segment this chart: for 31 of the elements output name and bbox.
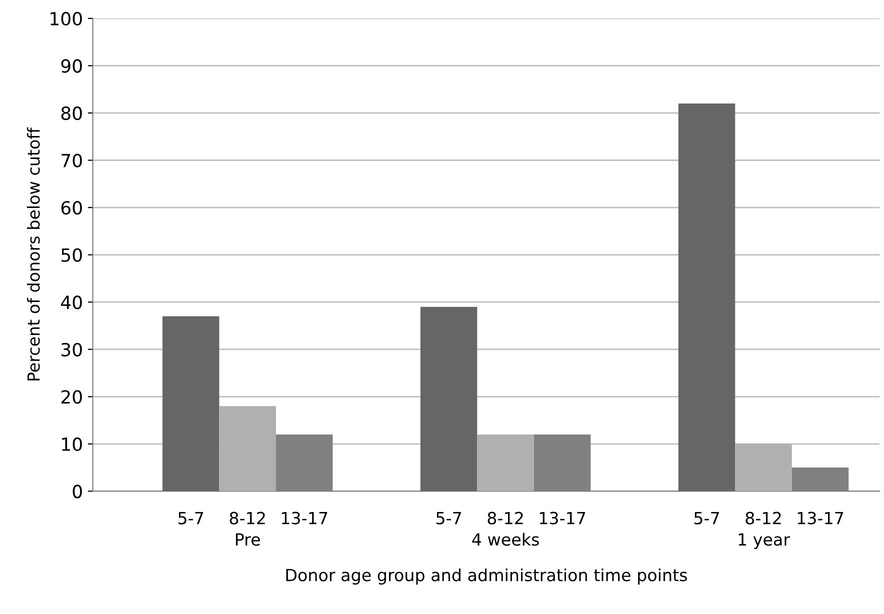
y-tick-label: 70: [62, 154, 82, 168]
bar: [219, 406, 276, 492]
y-tick-label: 50: [62, 248, 82, 262]
y-tick-label: 60: [61, 200, 82, 215]
series-label: 5-7: [178, 512, 204, 524]
text: 13-17: [540, 512, 586, 524]
y-tick-label: 100: [50, 12, 82, 26]
text: 5-7: [694, 512, 719, 524]
text: 8-12: [488, 512, 523, 524]
x-tick-label: 1 year: [738, 533, 790, 549]
y-tick-label: 80: [61, 106, 82, 120]
x-axis-title: Donor age group and administration time points: [286, 568, 687, 585]
y-tick-label: 20: [61, 390, 82, 404]
bar: [678, 104, 736, 492]
y-tick-label: 90: [61, 59, 82, 73]
bar: [477, 434, 534, 492]
series-label: 8-12: [230, 512, 265, 524]
bar: [420, 306, 478, 492]
text: 5-7: [436, 512, 461, 524]
y-tick-label: 40: [61, 296, 82, 310]
y-axis-title: Percent of donors below cutoff: [26, 127, 40, 380]
text: 13-17: [798, 512, 844, 524]
y-tick-label: 30: [62, 342, 82, 356]
y-tick-label: 0: [72, 484, 82, 498]
y-tick-label: 10: [62, 437, 82, 452]
bar: [162, 316, 220, 492]
x-tick-label: 4 weeks: [472, 532, 539, 546]
text: 8-12: [746, 512, 781, 524]
x-tick-label: Pre: [236, 533, 260, 546]
series-label: 13-17: [282, 512, 328, 524]
bar: [735, 444, 792, 492]
